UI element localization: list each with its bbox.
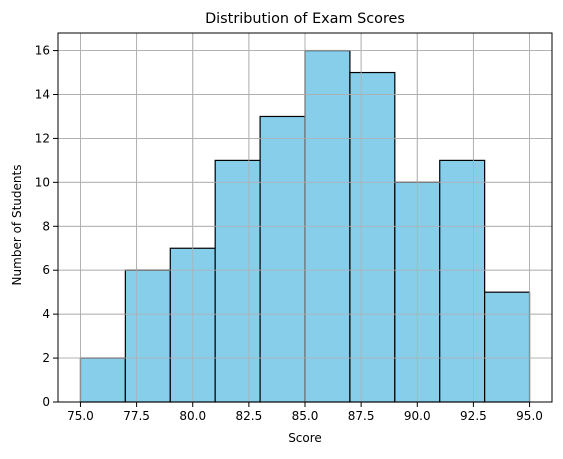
histogram-bar [124, 269, 171, 403]
y-tick-label: 14 [35, 88, 50, 102]
x-tick-label: 85.0 [292, 409, 319, 423]
y-tick-label: 2 [42, 351, 50, 365]
y-tick-label: 4 [42, 307, 50, 321]
y-axis-ticks: 0 2 4 6 8 10 12 14 16 [35, 44, 58, 409]
chart-title: Distribution of Exam Scores [205, 11, 405, 27]
bars [58, 33, 552, 403]
y-tick-label: 0 [42, 395, 50, 409]
histogram-bar [259, 115, 306, 403]
histogram-bar [484, 291, 531, 403]
histogram-bar [79, 357, 126, 403]
y-tick-label: 16 [35, 44, 50, 58]
x-tick-label: 80.0 [179, 409, 206, 423]
x-axis-label: Score [288, 431, 322, 445]
y-tick-label: 6 [42, 263, 50, 277]
x-tick-label: 87.5 [348, 409, 375, 423]
y-tick-label: 8 [42, 219, 50, 233]
histogram-bar [214, 159, 261, 403]
x-tick-label: 92.5 [460, 409, 487, 423]
histogram-bar [349, 71, 396, 403]
y-tick-label: 10 [35, 175, 50, 189]
x-tick-label: 90.0 [404, 409, 431, 423]
x-tick-label: 95.0 [516, 409, 543, 423]
y-axis-label: Number of Students [10, 165, 24, 286]
x-tick-label: 82.5 [236, 409, 263, 423]
y-tick-label: 12 [35, 131, 50, 145]
x-tick-label: 75.0 [67, 409, 94, 423]
x-axis-ticks: 75.0 77.5 80.0 82.5 85.0 87.5 90.0 92.5 95.0 [67, 402, 543, 423]
histogram-bar [439, 159, 486, 403]
x-tick-label: 77.5 [123, 409, 150, 423]
